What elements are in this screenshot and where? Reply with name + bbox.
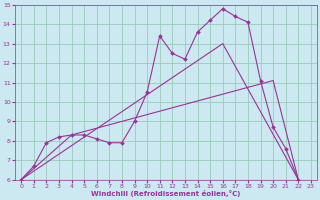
- X-axis label: Windchill (Refroidissement éolien,°C): Windchill (Refroidissement éolien,°C): [91, 190, 241, 197]
